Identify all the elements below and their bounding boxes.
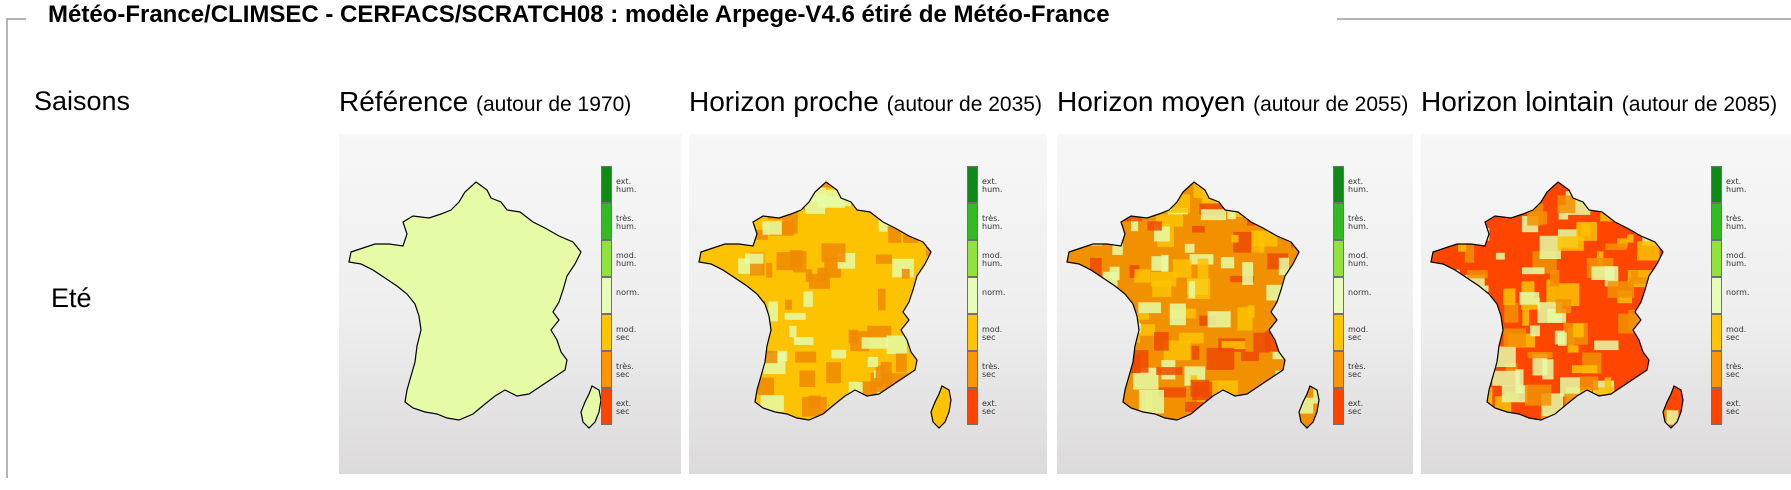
legend-label: très. hum. <box>616 214 637 231</box>
column-title-main: Horizon proche <box>689 86 879 117</box>
map-panel-horizon-proche: ext. hum. très. hum. mod. hum. norm. mod. se… <box>689 134 1047 474</box>
legend-label: mod. sec <box>982 325 1003 342</box>
column-title-horizon-proche: Horizon proche (autour de 2035) <box>689 86 1042 118</box>
map-outline <box>698 181 952 429</box>
legend-swatch <box>1333 166 1344 203</box>
map-legend: ext. hum. très. hum. mod. hum. norm. mod. se… <box>1333 166 1413 436</box>
legend-label: très. sec <box>1348 362 1366 379</box>
legend-swatch <box>1333 388 1344 425</box>
legend-swatch <box>601 351 612 388</box>
legend-swatch <box>1711 166 1722 203</box>
column-title-horizon-lointain: Horizon lointain (autour de 2085) <box>1421 86 1777 118</box>
legend-label: norm. <box>1348 288 1372 297</box>
legend-label: très. sec <box>616 362 634 379</box>
legend-label: ext. hum. <box>982 177 1003 194</box>
frame-left <box>6 18 8 478</box>
map-legend: ext. hum. très. hum. mod. hum. norm. mod. se… <box>967 166 1047 436</box>
legend-swatch <box>601 203 612 240</box>
legend-label: mod. hum. <box>616 251 637 268</box>
legend-swatch <box>1711 203 1722 240</box>
legend-swatch <box>1333 240 1344 277</box>
legend-label: mod. hum. <box>1726 251 1747 268</box>
legend-label: très. hum. <box>1726 214 1747 231</box>
france-map <box>698 181 952 429</box>
france-map <box>348 181 602 429</box>
legend-swatch <box>967 277 978 314</box>
legend-swatch <box>1333 314 1344 351</box>
france-map <box>1430 181 1684 429</box>
page-title: Météo-France/CLIMSEC - CERFACS/SCRATCH08… <box>48 1 1110 28</box>
legend-swatch <box>967 314 978 351</box>
legend-label: très. sec <box>982 362 1000 379</box>
legend-swatch <box>601 314 612 351</box>
legend-swatch <box>601 388 612 425</box>
legend-swatch <box>1333 277 1344 314</box>
legend-label: norm. <box>616 288 640 297</box>
legend-swatch <box>967 203 978 240</box>
map-panel-horizon-lointain: ext. hum. très. hum. mod. hum. norm. mod. se… <box>1421 134 1791 474</box>
legend-label: ext. hum. <box>1348 177 1369 194</box>
column-title-reference: Référence (autour de 1970) <box>339 86 631 118</box>
legend-swatch <box>601 277 612 314</box>
frame-top-right <box>1337 18 1791 20</box>
legend-label: mod. sec <box>616 325 637 342</box>
legend-label: très. sec <box>1726 362 1744 379</box>
legend-label: ext. sec <box>982 399 998 416</box>
legend-swatch <box>967 240 978 277</box>
legend-label: très. hum. <box>1348 214 1369 231</box>
legend-label: mod. hum. <box>982 251 1003 268</box>
legend-label: ext. hum. <box>1726 177 1747 194</box>
legend-swatch <box>1711 277 1722 314</box>
legend-swatch <box>1711 240 1722 277</box>
map-outline <box>348 181 602 429</box>
map-outline <box>1430 181 1684 429</box>
column-title-period: (autour de 1970) <box>475 93 632 116</box>
legend-label: ext. sec <box>1726 399 1742 416</box>
legend-label: mod. hum. <box>1348 251 1369 268</box>
map-panel-horizon-moyen: ext. hum. très. hum. mod. hum. norm. mod. se… <box>1057 134 1413 474</box>
map-region-fill <box>699 182 951 428</box>
column-title-period: (autour de 2035) <box>886 93 1042 116</box>
legend-label: ext. sec <box>616 399 632 416</box>
legend-swatch <box>967 388 978 425</box>
legend-label: norm. <box>1726 288 1750 297</box>
season-label: Eté <box>51 283 92 313</box>
legend-swatch <box>1711 351 1722 388</box>
legend-swatch <box>967 166 978 203</box>
france-map <box>1066 181 1320 429</box>
legend-label: très. hum. <box>982 214 1003 231</box>
legend-label: norm. <box>982 288 1006 297</box>
legend-label: ext. sec <box>1348 399 1364 416</box>
legend-label: mod. sec <box>1348 325 1369 342</box>
map-legend: ext. hum. très. hum. mod. hum. norm. mod. se… <box>601 166 681 436</box>
column-title-period: (autour de 2055) <box>1253 93 1409 116</box>
map-outline <box>1066 181 1320 429</box>
map-legend: ext. hum. très. hum. mod. hum. norm. mod. se… <box>1711 166 1791 436</box>
legend-swatch <box>1333 203 1344 240</box>
map-region-fill <box>349 182 601 428</box>
legend-swatch <box>967 351 978 388</box>
map-panel-reference: ext. hum. très. hum. mod. hum. norm. mod. se… <box>339 134 681 474</box>
legend-swatch <box>601 240 612 277</box>
column-title-main: Référence <box>339 86 469 117</box>
column-title-main: Horizon lointain <box>1421 86 1614 117</box>
legend-swatch <box>1711 388 1722 425</box>
legend-swatch <box>1711 314 1722 351</box>
frame-top-left <box>6 18 26 20</box>
legend-swatch <box>601 166 612 203</box>
column-title-horizon-moyen: Horizon moyen (autour de 2055) <box>1057 86 1408 118</box>
legend-swatch <box>1333 351 1344 388</box>
column-title-main: Horizon moyen <box>1057 86 1246 117</box>
column-title-period: (autour de 2085) <box>1621 93 1778 116</box>
saisons-header: Saisons <box>34 86 131 116</box>
legend-label: ext. hum. <box>616 177 637 194</box>
legend-label: mod. sec <box>1726 325 1747 342</box>
